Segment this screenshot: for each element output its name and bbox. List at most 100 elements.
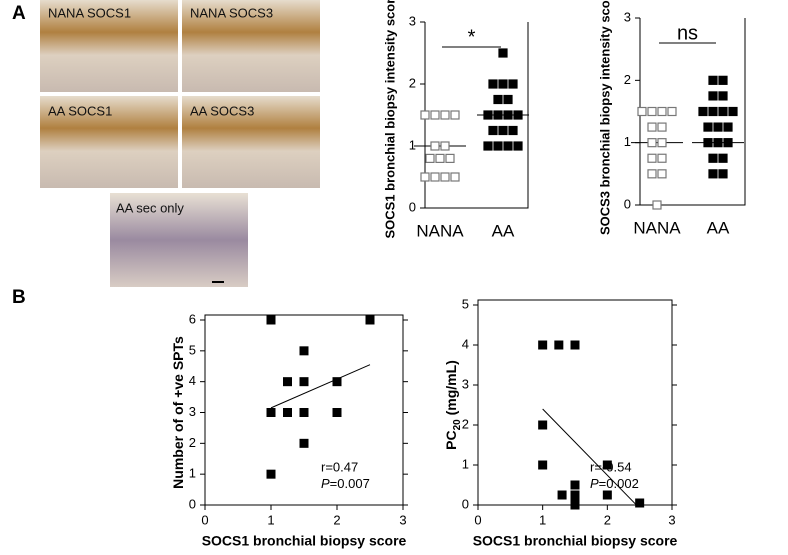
x-tick-label: NANA <box>416 221 464 240</box>
data-point <box>299 438 309 448</box>
x-tick-label: 1 <box>539 512 546 527</box>
data-point <box>635 498 645 508</box>
frame <box>204 314 404 506</box>
data-point <box>266 315 276 325</box>
data-point <box>450 110 460 120</box>
data-point <box>299 377 309 387</box>
y-tick-label: 4 <box>462 336 469 351</box>
y-tick-label: 2 <box>624 72 631 87</box>
data-point <box>718 153 728 163</box>
stat-p-part: =0.007 <box>330 476 370 491</box>
x-axis-label: SOCS1 bronchial biopsy score <box>202 533 407 549</box>
fit-line <box>270 364 371 409</box>
stat-p-part: P <box>321 476 330 491</box>
data-point <box>718 106 728 117</box>
x-axis-label: SOCS1 bronchial biopsy score <box>473 533 678 549</box>
data-point <box>332 377 342 387</box>
data-point <box>483 110 493 120</box>
y-tick-label: 2 <box>462 416 469 431</box>
data-point <box>570 490 580 500</box>
data-point <box>602 460 612 470</box>
data-point <box>657 169 667 179</box>
x-tick-label: 0 <box>474 512 481 527</box>
data-point <box>657 138 667 148</box>
y-tick-label: 3 <box>409 13 416 28</box>
data-point <box>493 94 503 105</box>
y-tick-label: 1 <box>624 134 631 149</box>
data-point <box>570 480 580 490</box>
y-axis-label: Number of of +ve SPTs <box>170 336 186 489</box>
y-tick-label: 0 <box>409 199 416 214</box>
data-point <box>493 110 503 120</box>
data-point <box>647 153 657 163</box>
micrograph <box>182 96 320 188</box>
x-tick-label: AA <box>707 218 730 237</box>
data-point <box>554 340 564 350</box>
data-point <box>440 110 450 120</box>
stat-p-part: =0.002 <box>599 476 639 491</box>
panel-label: B <box>12 287 26 308</box>
data-point <box>657 153 667 163</box>
micrograph <box>182 0 320 92</box>
data-point <box>365 315 375 325</box>
y-axis-label: SOCS1 bronchial biopsy intensity score <box>382 0 397 239</box>
data-point <box>513 141 523 151</box>
y-tick-label: 0 <box>462 496 469 511</box>
data-point <box>718 169 728 179</box>
data-point <box>266 469 276 479</box>
data-point <box>503 141 513 151</box>
y-tick-label: 2 <box>409 75 416 90</box>
data-point <box>713 122 723 132</box>
annotation: ns <box>677 22 698 44</box>
image-label: NANA SOCS3 <box>190 5 273 20</box>
data-point <box>445 153 455 163</box>
image-label: AA SOCS3 <box>190 103 254 118</box>
micrograph <box>40 0 178 92</box>
data-point <box>723 138 733 148</box>
data-point <box>647 169 657 179</box>
y-tick-label: 5 <box>462 296 469 311</box>
data-point <box>637 106 647 117</box>
data-point <box>498 48 508 58</box>
data-point <box>657 106 667 117</box>
data-point <box>538 420 548 430</box>
data-point <box>430 110 440 120</box>
data-point <box>503 94 513 105</box>
data-point <box>266 408 276 417</box>
y-tick-label: 2 <box>189 435 196 450</box>
y-tick-label: 1 <box>189 466 196 481</box>
data-point <box>420 172 430 182</box>
data-point <box>570 340 580 350</box>
data-point <box>557 490 567 500</box>
x-tick-label: 3 <box>668 512 675 527</box>
y-tick-label: 3 <box>624 9 631 24</box>
y-tick-label: 1 <box>409 137 416 152</box>
y-tick-label: 6 <box>189 311 196 326</box>
y-axis-label-part: PC <box>443 430 459 449</box>
y-tick-label: 0 <box>189 496 196 511</box>
y-axis-label-part: (mg/mL) <box>443 360 459 419</box>
stat-p: P=0.007 <box>321 476 370 491</box>
fit-line <box>542 408 637 506</box>
data-point <box>420 110 430 120</box>
data-point <box>698 106 708 117</box>
data-point <box>718 75 728 85</box>
data-point <box>430 172 440 182</box>
micrograph <box>110 193 248 287</box>
data-point <box>538 340 548 350</box>
data-point <box>657 122 667 132</box>
data-point <box>647 122 657 132</box>
frame <box>477 299 673 506</box>
data-point <box>718 91 728 101</box>
image-label: AA SOCS1 <box>48 103 112 118</box>
data-point <box>508 125 518 136</box>
data-point <box>570 500 580 510</box>
y-tick-label: 0 <box>624 196 631 211</box>
data-point <box>332 408 342 417</box>
image-label: AA sec only <box>116 200 184 215</box>
data-point <box>440 172 450 182</box>
data-point <box>647 138 657 148</box>
x-tick-label: 1 <box>267 512 274 527</box>
